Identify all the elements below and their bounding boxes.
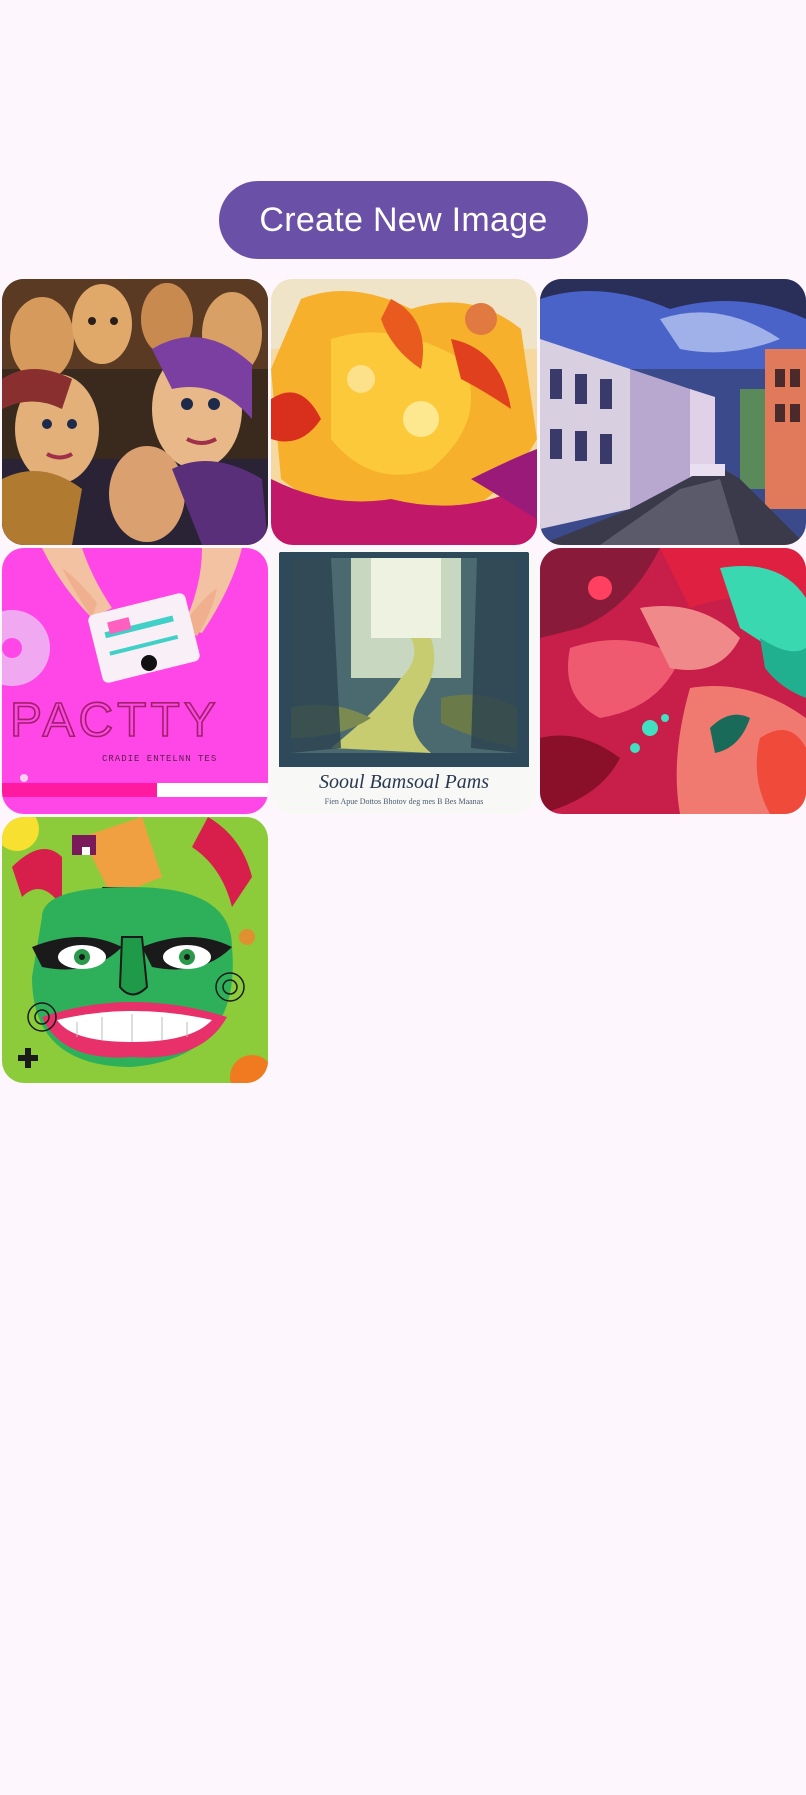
party-cassette-artwork: PACTTY CRADIE ENTELNN TES: [2, 548, 268, 814]
gallery-image-crowd-portrait[interactable]: [2, 279, 268, 545]
green-face-artwork: [2, 817, 268, 1083]
gallery-image-green-face[interactable]: [2, 817, 268, 1083]
poster-small-caption-text: Fien Apue Dottos Bhotov deg mes B Bes Ma…: [325, 797, 484, 806]
create-new-image-button[interactable]: Create New Image: [219, 181, 588, 259]
forest-path-artwork: Sooul Bamsoal Pams Fien Apue Dottos Bhot…: [271, 548, 537, 814]
poster-title-text: PACTTY: [10, 694, 220, 747]
gallery-image-red-abstract[interactable]: [540, 548, 806, 814]
crowd-portrait-artwork: [2, 279, 268, 545]
red-abstract-artwork: [540, 548, 806, 814]
poster-subtitle-text: CRADIE ENTELNN TES: [102, 754, 217, 764]
gallery-image-party-cassette[interactable]: PACTTY CRADIE ENTELNN TES: [2, 548, 268, 814]
poster-caption-text: Sooul Bamsoal Pams: [319, 771, 489, 793]
gallery-image-city-street[interactable]: [540, 279, 806, 545]
orange-abstract-artwork: [271, 279, 537, 545]
gallery-image-orange-abstract[interactable]: [271, 279, 537, 545]
city-street-artwork: [540, 279, 806, 545]
gallery-image-forest-path[interactable]: Sooul Bamsoal Pams Fien Apue Dottos Bhot…: [271, 548, 537, 814]
